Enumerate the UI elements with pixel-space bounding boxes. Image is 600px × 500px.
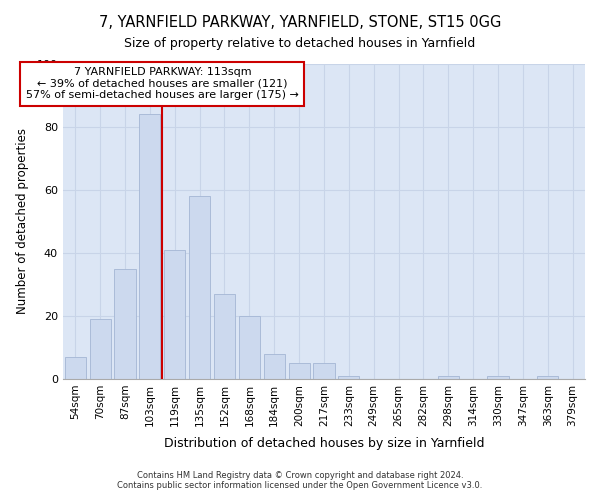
Text: Size of property relative to detached houses in Yarnfield: Size of property relative to detached ho… xyxy=(124,38,476,51)
Bar xyxy=(139,114,160,379)
Y-axis label: Number of detached properties: Number of detached properties xyxy=(16,128,29,314)
Text: 7, YARNFIELD PARKWAY, YARNFIELD, STONE, ST15 0GG: 7, YARNFIELD PARKWAY, YARNFIELD, STONE, … xyxy=(99,15,501,30)
Bar xyxy=(537,376,558,379)
Bar xyxy=(289,363,310,379)
Bar xyxy=(263,354,285,379)
Bar xyxy=(189,196,210,379)
Bar xyxy=(214,294,235,379)
Bar xyxy=(437,376,459,379)
Bar xyxy=(65,357,86,379)
Bar xyxy=(115,268,136,379)
Bar xyxy=(89,319,111,379)
Text: 7 YARNFIELD PARKWAY: 113sqm
← 39% of detached houses are smaller (121)
57% of se: 7 YARNFIELD PARKWAY: 113sqm ← 39% of det… xyxy=(26,67,299,100)
Bar xyxy=(313,363,335,379)
Bar xyxy=(338,376,359,379)
Bar xyxy=(239,316,260,379)
Text: Contains HM Land Registry data © Crown copyright and database right 2024.
Contai: Contains HM Land Registry data © Crown c… xyxy=(118,470,482,490)
Bar xyxy=(164,250,185,379)
X-axis label: Distribution of detached houses by size in Yarnfield: Distribution of detached houses by size … xyxy=(164,437,484,450)
Bar xyxy=(487,376,509,379)
